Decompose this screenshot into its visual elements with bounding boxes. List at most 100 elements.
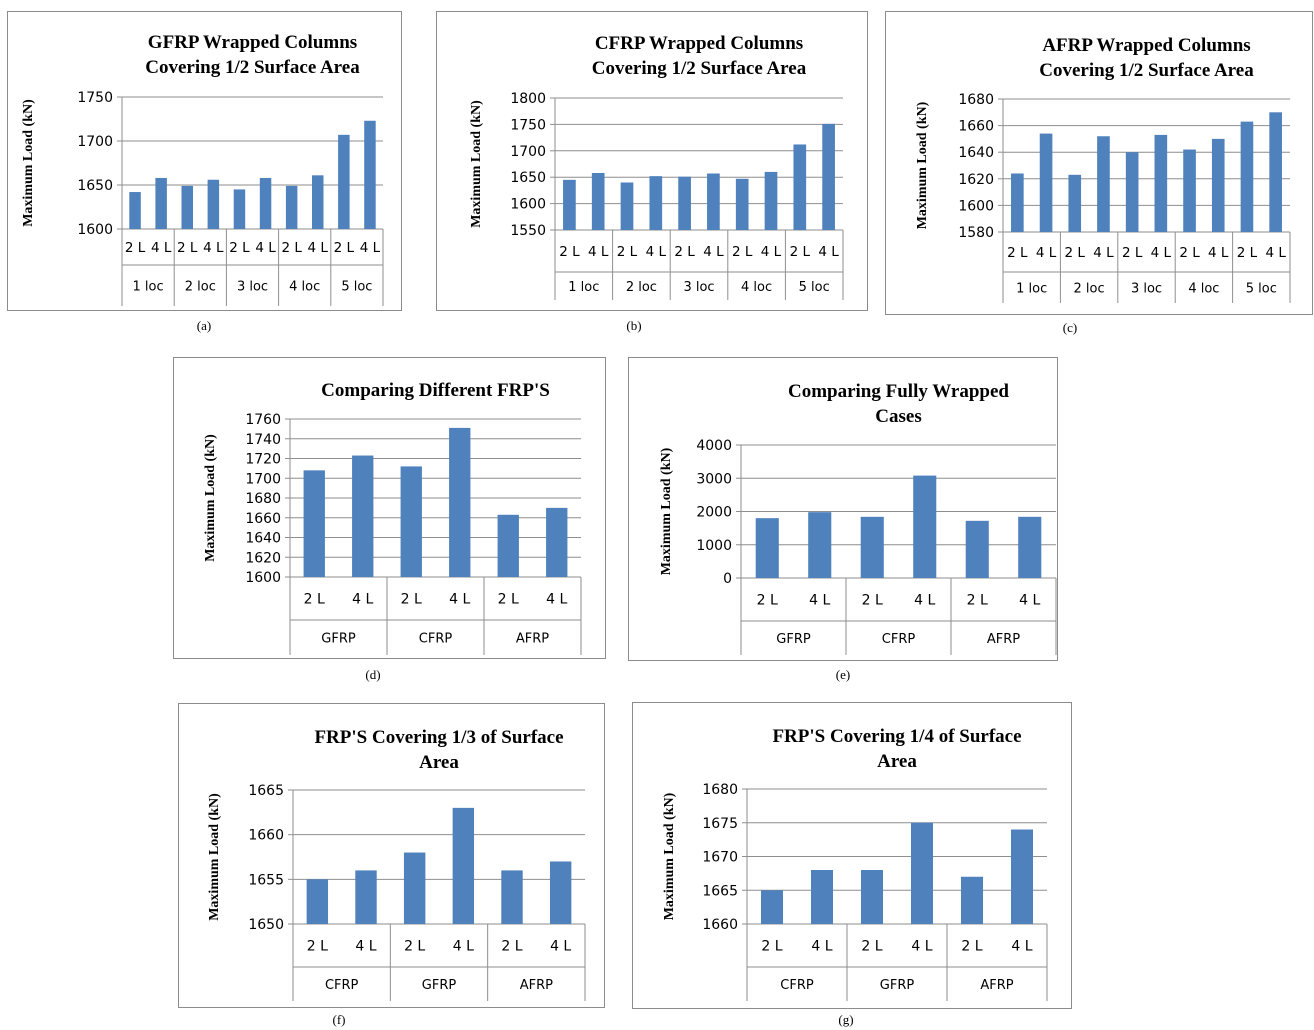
bar [207,179,220,229]
chart-panel-a: GFRP Wrapped Columns Covering 1/2 Surface… [7,11,402,311]
bar [338,134,350,229]
x-tick-label: 4 L [1011,939,1032,955]
group-label: CFRP [882,632,916,647]
group-label: 2 loc [626,280,657,295]
chart-title: FRP'S Covering 1/4 of Surface [772,726,1021,747]
x-tick-label: 4 L [911,939,932,955]
chart-e: Comparing Fully Wrapped Cases 0 1000 2000 300… [659,381,1057,655]
x-tick-label: 4 L [360,240,381,256]
y-tick-label: 1650 [248,917,284,933]
x-tick-label: 2 L [674,244,695,260]
chart-panel-g: FRP'S Covering 1/4 of Surface Area 1660 166… [632,702,1072,1009]
y-tick-label: 1660 [958,119,994,135]
group-label: CFRP [419,632,453,647]
group-label: 2 loc [185,280,216,295]
bar [1011,173,1024,232]
x-tick-label: 2 L [1065,245,1086,261]
y-tick-label: 1720 [245,452,281,468]
bar [1183,149,1196,232]
x-tick-label: 2 L [1007,245,1028,261]
bar [1240,121,1254,232]
chart-b: CFRP Wrapped Columns Covering 1/2 Surface… [469,33,844,300]
chart-title: Comparing Fully Wrapped [788,381,1009,402]
bar [400,466,422,577]
caption-a: (a) [196,318,212,333]
x-tick-label: 2 L [501,939,522,955]
x-tick-label: 4 L [546,592,567,608]
caption-g: (g) [838,1012,854,1027]
y-tick-label: 1580 [958,225,994,241]
bar [761,890,783,924]
x-tick-label: 2 L [334,240,355,256]
y-tick-label: 1800 [510,91,546,107]
y-tick-label: 1600 [77,222,113,238]
bar [355,870,377,924]
bar [1125,152,1139,232]
bar [549,861,572,924]
bar [1068,174,1082,232]
x-tick-label: 4 L [550,939,571,955]
bar [285,185,298,229]
x-tick-label: 4 L [1093,245,1114,261]
bar [591,172,605,230]
y-tick-label: 1680 [245,491,281,507]
bar [808,512,832,578]
bar [449,427,471,577]
y-axis-label: Maximum Load (kN) [915,101,930,229]
x-tick-label: 4 L [151,240,172,256]
bar [678,176,691,230]
x-tick-label: 4 L [1208,245,1229,261]
group-label: 2 loc [1074,282,1105,297]
bar [911,822,933,924]
x-tick-label: 4 L [1036,245,1057,261]
x-tick-label: 4 L [809,593,830,609]
caption-c: (c) [1062,320,1078,335]
bar [755,518,779,578]
x-tick-label: 4 L [811,939,832,955]
x-tick-label: 4 L [818,244,839,260]
y-tick-label: 1700 [510,144,546,160]
y-tick-label: 1750 [510,117,546,133]
x-tick-label: 2 L [177,240,198,256]
x-tick-label: 2 L [307,939,328,955]
y-tick-label: 1680 [702,782,738,798]
bar [306,879,329,924]
chart-a: GFRP Wrapped Columns Covering 1/2 Surface… [21,32,384,306]
bar [259,177,272,229]
x-tick-label: 4 L [352,592,373,608]
group-label: 4 loc [741,280,772,295]
group-label: AFRP [987,632,1020,647]
group-label: 3 loc [1131,282,1162,297]
x-tick-label: 2 L [967,593,988,609]
chart-d: Comparing Different FRP'S 1600 1620 1640 166… [203,380,582,655]
x-tick-label: 4 L [255,240,276,256]
y-tick-label: 1600 [958,198,994,214]
chart-panel-b: CFRP Wrapped Columns Covering 1/2 Surface… [436,11,868,311]
y-axis-label: Maximum Load (kN) [21,99,36,227]
x-tick-label: 2 L [401,592,422,608]
bar [965,520,989,578]
bar [860,516,884,578]
caption-d: (d) [365,667,381,682]
bar [913,475,937,578]
chart-panel-f: FRP'S Covering 1/3 of Surface Area 1650 165… [178,703,605,1008]
x-tick-label: 4 L [761,244,782,260]
y-tick-label: 1670 [702,850,738,866]
y-tick-label: 1620 [958,172,994,188]
group-label: AFRP [980,978,1013,993]
x-tick-label: 4 L [1019,593,1040,609]
bar [1011,829,1033,924]
chart-title: Area [877,751,917,772]
chart-panel-d: Comparing Different FRP'S 1600 1620 1640 166… [173,357,606,659]
x-tick-label: 4 L [453,939,474,955]
y-axis-label: Maximum Load (kN) [662,792,677,920]
x-tick-label: 4 L [588,244,609,260]
y-tick-label: 1550 [510,223,546,239]
y-tick-label: 1650 [77,178,113,194]
y-axis-label: Maximum Load (kN) [207,793,222,921]
x-tick-label: 2 L [1122,245,1143,261]
bar [735,178,749,230]
bar [452,807,475,924]
x-tick-label: 4 L [203,240,224,256]
bar [1018,516,1042,578]
